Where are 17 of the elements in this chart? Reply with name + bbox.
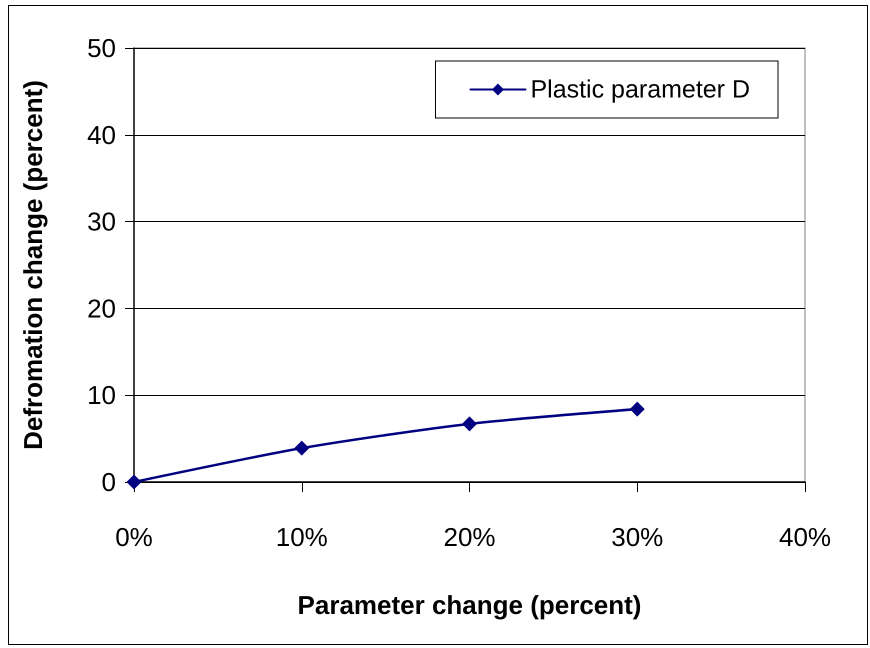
y-tick-label: 20 bbox=[87, 293, 116, 324]
legend-label: Plastic parameter D bbox=[530, 76, 750, 104]
x-tick-label: 20% bbox=[443, 522, 496, 552]
x-tick-label: 30% bbox=[611, 522, 664, 552]
x-tick-label: 0% bbox=[115, 522, 153, 552]
x-tick-label: 10% bbox=[276, 522, 328, 552]
point bbox=[294, 440, 310, 456]
x-tick-label: 40% bbox=[778, 522, 832, 552]
y-tick-label: 0 bbox=[102, 467, 116, 497]
y-tick-label: 50 bbox=[87, 33, 116, 63]
point bbox=[630, 402, 645, 417]
y-tick-label: 40 bbox=[87, 120, 116, 150]
x-axis-title: Parameter change (percent) bbox=[298, 590, 642, 620]
point bbox=[462, 416, 477, 432]
y-tick-label: 30 bbox=[87, 206, 116, 237]
y-tick-label: 10 bbox=[87, 380, 116, 410]
y-axis-title: Defromation change (percent) bbox=[18, 80, 48, 450]
